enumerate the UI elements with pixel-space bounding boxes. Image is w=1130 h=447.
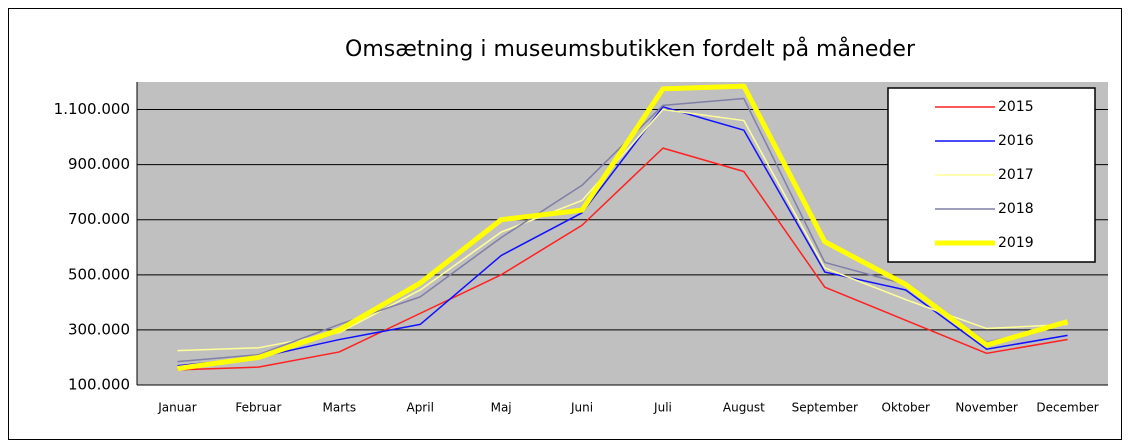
legend-label: 2017: [998, 167, 1034, 183]
x-tick-label: September: [792, 401, 858, 415]
y-tick-label: 500.000: [68, 265, 130, 283]
x-tick-label: Oktober: [882, 401, 930, 415]
y-tick-label: 900.000: [68, 155, 130, 173]
series-line: [177, 147, 1068, 371]
x-tick-label: August: [723, 401, 765, 415]
chart-title: Omsætning i museumsbutikken fordelt på m…: [345, 36, 916, 62]
y-tick-label: 1.100.000: [54, 100, 130, 118]
x-tick-label: Februar: [235, 401, 281, 415]
x-tick-label: Juli: [653, 401, 672, 415]
x-tick-label: April: [406, 401, 433, 415]
x-tick-label: Maj: [491, 401, 512, 415]
y-tick-label: 300.000: [68, 320, 130, 338]
x-tick-label: December: [1036, 401, 1098, 415]
legend-label: 2016: [998, 133, 1034, 149]
series-line: [177, 106, 1068, 367]
legend-label: 2019: [998, 235, 1034, 251]
y-tick-label: 700.000: [68, 210, 130, 228]
legend-label: 2015: [998, 99, 1034, 115]
series-line: [177, 83, 1069, 371]
legend-label: 2018: [998, 201, 1034, 217]
x-tick-label: Januar: [157, 401, 196, 415]
y-tick-label: 100.000: [68, 376, 130, 394]
x-tick-label: Juni: [570, 401, 593, 415]
x-tick-label: November: [955, 401, 1017, 415]
x-tick-label: Marts: [322, 401, 356, 415]
